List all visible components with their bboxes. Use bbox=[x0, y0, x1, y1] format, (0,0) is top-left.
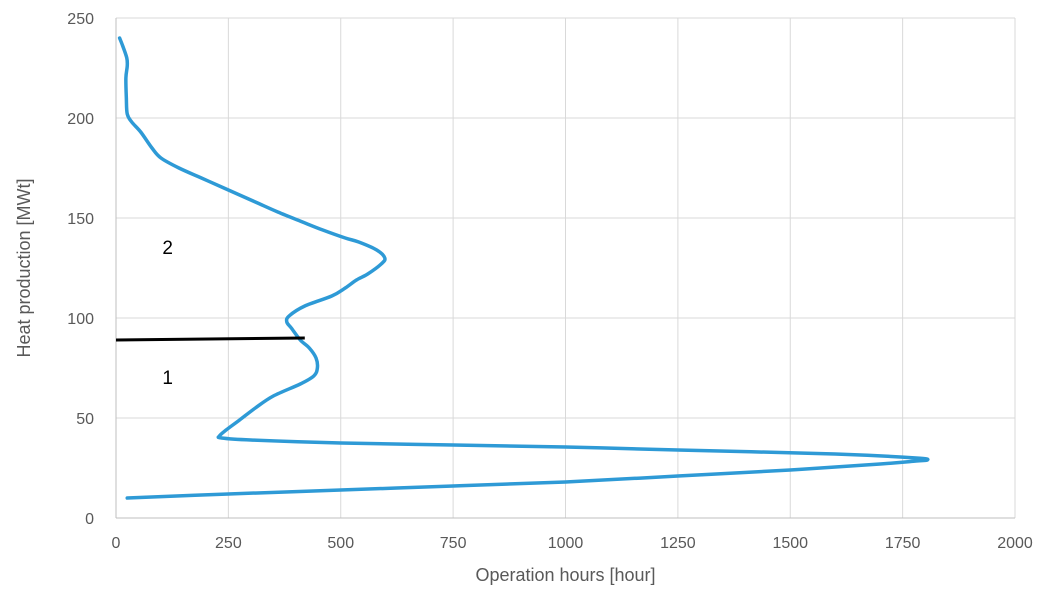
grid-lines bbox=[116, 17, 1016, 518]
x-tick-label: 1000 bbox=[548, 535, 584, 552]
x-tick-label: 1250 bbox=[660, 535, 696, 552]
region-divider-line bbox=[115, 336, 305, 342]
region-label: 2 bbox=[162, 238, 173, 259]
annotation-group: 21 bbox=[162, 238, 173, 389]
heat-production-curve bbox=[117, 36, 930, 500]
x-axis-title: Operation hours [hour] bbox=[475, 565, 655, 585]
y-tick-labels: 0 50 100 150 200 250 bbox=[67, 11, 94, 528]
y-tick-label: 0 bbox=[85, 511, 94, 528]
x-tick-label: 1750 bbox=[885, 535, 921, 552]
series-group bbox=[115, 36, 930, 500]
y-tick-label: 50 bbox=[76, 411, 94, 428]
region-label: 1 bbox=[162, 368, 173, 389]
axes bbox=[115, 18, 1015, 519]
x-tick-label: 1500 bbox=[772, 535, 808, 552]
y-tick-label: 150 bbox=[67, 211, 94, 228]
x-tick-labels: 0 250 500 750 1000 1250 1500 1750 2000 bbox=[112, 535, 1033, 552]
y-axis-title: Heat production [MWt] bbox=[14, 178, 34, 357]
x-tick-label: 250 bbox=[215, 535, 242, 552]
y-tick-label: 250 bbox=[67, 11, 94, 28]
x-tick-label: 2000 bbox=[997, 535, 1033, 552]
y-tick-label: 200 bbox=[67, 111, 94, 128]
x-tick-label: 500 bbox=[327, 535, 354, 552]
x-tick-label: 0 bbox=[112, 535, 121, 552]
y-tick-label: 100 bbox=[67, 311, 94, 328]
x-tick-label: 750 bbox=[440, 535, 467, 552]
